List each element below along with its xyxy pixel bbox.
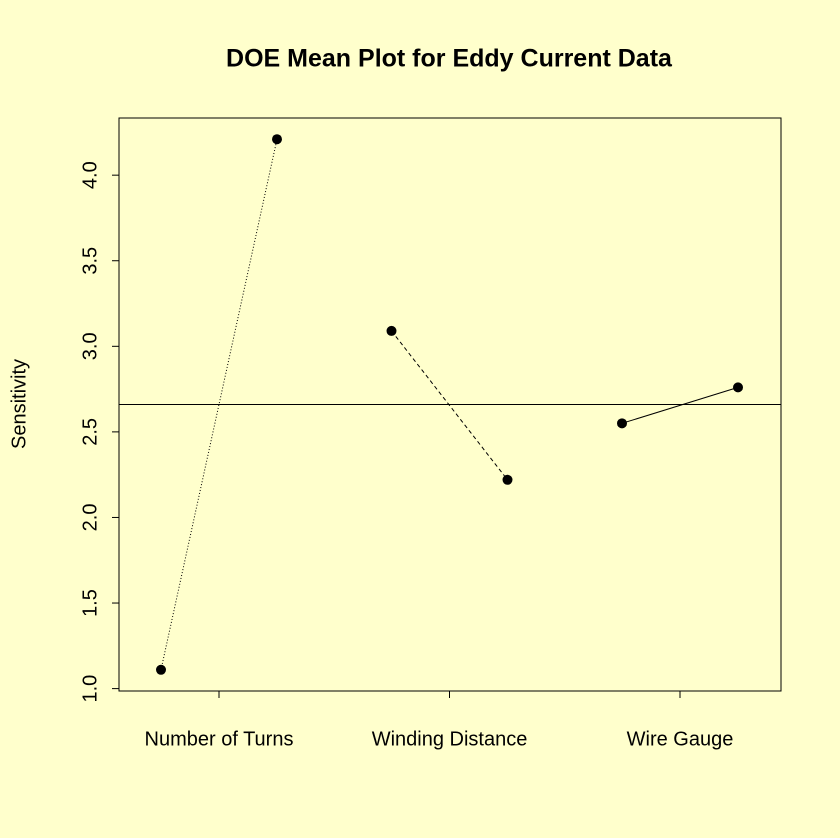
point <box>156 664 166 675</box>
series-line <box>391 330 508 481</box>
series-line <box>621 386 739 424</box>
y-tick-label: 2.5 <box>79 418 101 446</box>
y-axis-label: Sensitivity <box>8 359 30 449</box>
point <box>502 474 513 485</box>
y-tick-label: 1.5 <box>79 589 101 617</box>
y-tick-label: 2.0 <box>79 504 101 532</box>
point <box>617 418 627 429</box>
x-tick-label: Number of Turns <box>145 728 294 750</box>
chart-title: DOE Mean Plot for Eddy Current Data <box>226 45 673 73</box>
y-tick-label: 3.5 <box>79 247 101 275</box>
x-tick-label: Winding Distance <box>372 728 528 750</box>
point <box>386 325 397 336</box>
y-tick-label: 3.0 <box>79 332 101 360</box>
point <box>733 382 743 393</box>
y-tick-label: 1.0 <box>79 675 101 703</box>
point <box>272 134 282 145</box>
y-tick-label: 4.0 <box>79 161 101 189</box>
series-line <box>160 139 278 670</box>
x-tick-label: Wire Gauge <box>627 728 734 750</box>
